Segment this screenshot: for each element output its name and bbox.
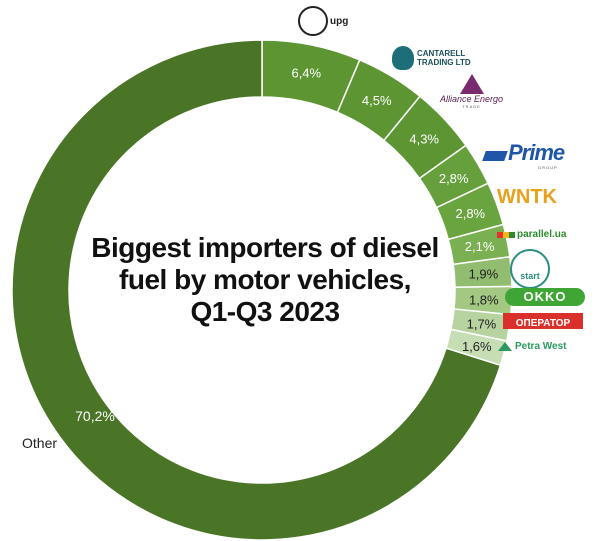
slice-value-label-8: 1,8% [469, 292, 499, 307]
slice-value-label-1: 6,4% [291, 65, 321, 80]
chart-title-line-1: Biggest importers of diesel [91, 232, 439, 263]
slice-value-label-10: 1,6% [462, 339, 492, 354]
parallel-logo-text: parallel.ua [517, 229, 567, 241]
prime-logo-text: Prime [508, 140, 565, 165]
operator-logo: ОПЕРАТОР [503, 313, 583, 329]
alliance-logo-mark [459, 74, 484, 94]
cantarell-logo-text: CANTARELL [417, 49, 466, 58]
okko-logo-text: OKKO [523, 289, 567, 304]
start-logo-text: start [520, 271, 540, 281]
parallel-logo-square-red [497, 231, 503, 238]
wntk-logo: WNTK [497, 186, 557, 208]
start-logo: start [510, 249, 550, 289]
cantarell-logo-mark [392, 46, 414, 70]
petra-west-logo: Petra West [498, 338, 567, 356]
chart-title-line-2: fuel by motor vehicles, [119, 264, 411, 295]
operator-logo-text: ОПЕРАТОР [515, 318, 571, 329]
parallel-logo-square-yellow [503, 231, 509, 238]
slice-value-label-2: 4,5% [362, 93, 392, 108]
slice-value-label-4: 2,8% [439, 171, 469, 186]
other-category-label: Other [22, 435, 57, 451]
upg-logo-text: upg [330, 15, 349, 27]
chart-title-line-3: Q1-Q3 2023 [190, 296, 340, 327]
petra-logo-text: Petra West [515, 341, 567, 353]
slice-value-label-7: 1,9% [469, 267, 499, 282]
slice-value-label-3: 4,3% [409, 131, 439, 146]
donut-slice-other [11, 39, 502, 541]
upg-logo: upg [298, 6, 348, 36]
chart-title: Biggest importers of diesel fuel by moto… [70, 232, 460, 328]
slice-value-label-9: 1,7% [467, 317, 497, 332]
parallel-logo-square-green [509, 231, 515, 238]
alliance-logo-subtext: TRADE [462, 104, 481, 109]
prime-logo-mark [482, 150, 508, 161]
petra-logo-mark [498, 342, 512, 352]
alliance-energo-logo: Alliance Energo TRADE [440, 74, 503, 109]
cantarell-logo-subtext: TRADING LTD [417, 58, 471, 67]
alliance-logo-text: Alliance Energo [440, 94, 504, 104]
okko-logo: OKKO [505, 288, 585, 306]
slice-value-label-6: 2,1% [465, 239, 495, 254]
slice-value-label-other: 70,2% [75, 408, 115, 424]
cantarell-logo: CANTARELL TRADING LTD [392, 46, 471, 70]
prime-group-logo: Prime GROUP [482, 140, 565, 170]
slice-value-label-5: 2,8% [455, 206, 485, 221]
upg-logo-mark [298, 6, 328, 36]
prime-logo-subtext: GROUP [538, 165, 558, 170]
parallel-logo: parallel.ua [497, 226, 566, 244]
